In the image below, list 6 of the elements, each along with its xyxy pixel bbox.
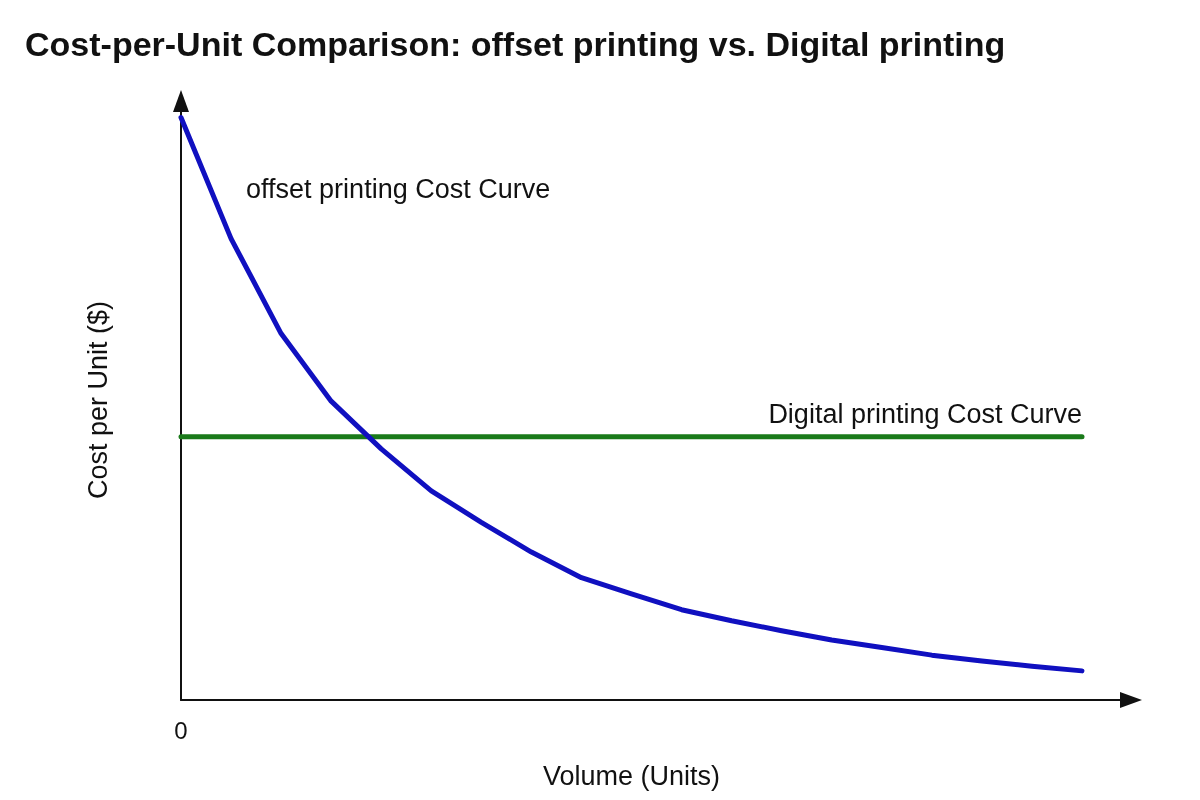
series-label: Digital printing Cost Curve bbox=[768, 399, 1082, 430]
y-axis-title: Cost per Unit ($) bbox=[82, 300, 113, 500]
x-axis-title: Volume (Units) bbox=[542, 760, 721, 791]
text: 0 bbox=[174, 716, 188, 744]
chart-title: Cost-per-Unit Comparison: offset printing vs. Digital printing bbox=[25, 25, 1006, 63]
series-label: offset printing Cost Curve bbox=[246, 173, 551, 204]
